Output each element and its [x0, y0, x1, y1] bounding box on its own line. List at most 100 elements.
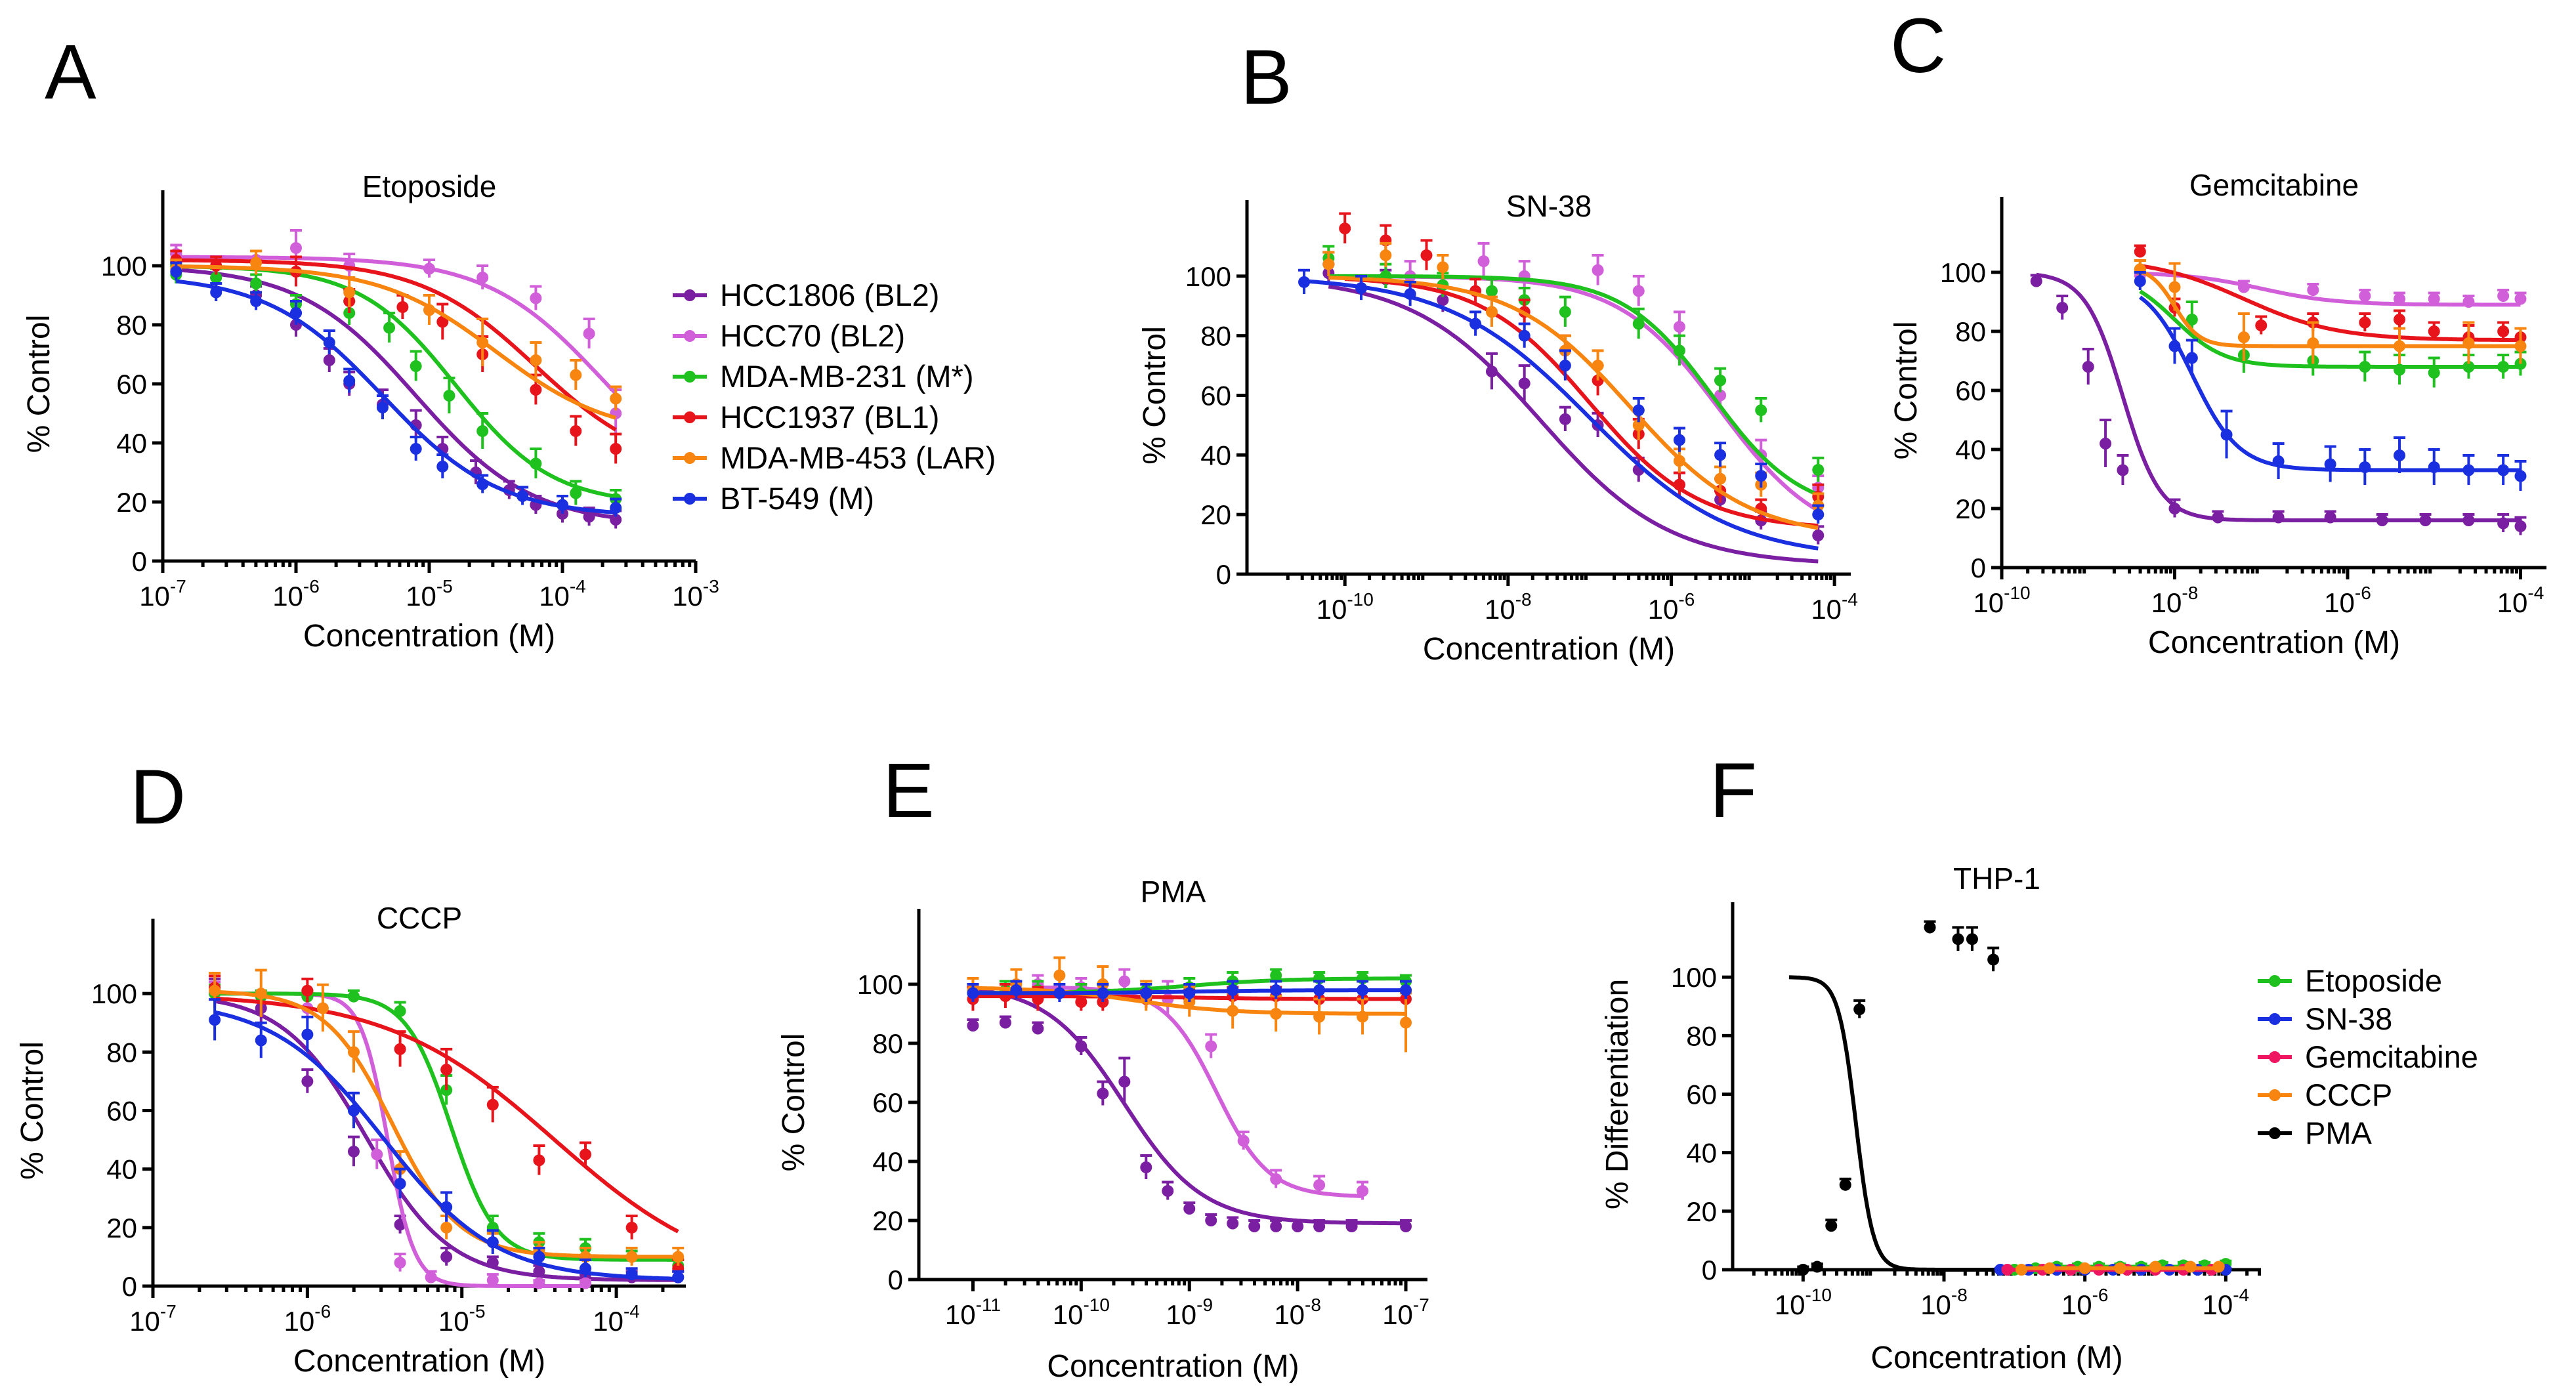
- data-point: [583, 511, 595, 523]
- data-point: [1518, 329, 1531, 342]
- y-tick-label: 100: [101, 251, 147, 281]
- x-tick-label: 10-8: [1274, 1295, 1321, 1330]
- data-point: [323, 354, 335, 366]
- data-point: [2307, 284, 2319, 296]
- data-point: [1437, 261, 1449, 274]
- data-point: [1075, 996, 1087, 1008]
- series-hcc1937-bl1: [170, 249, 622, 464]
- data-point: [210, 286, 222, 299]
- data-point: [2359, 361, 2371, 373]
- data-point: [2324, 458, 2336, 470]
- data-point: [170, 266, 182, 278]
- data-point: [1632, 404, 1645, 417]
- x-tick-label: 10-10: [1317, 589, 1374, 625]
- data-point: [250, 257, 263, 269]
- x-tick-label: 10-5: [406, 576, 453, 612]
- fit-curve: [2139, 269, 2521, 348]
- y-tick-label: 60: [106, 1096, 137, 1127]
- chart-title: CCCP: [377, 901, 462, 935]
- data-point: [1227, 1005, 1239, 1017]
- data-point: [376, 402, 389, 413]
- x-tick-label: 10-6: [284, 1301, 331, 1337]
- chart-title: SN-38: [1506, 189, 1592, 223]
- data-point: [2168, 281, 2181, 293]
- series-bt-549-m: [170, 261, 622, 517]
- data-point: [2255, 320, 2268, 331]
- data-point: [625, 1221, 638, 1234]
- data-point: [1400, 1220, 1412, 1232]
- data-point: [394, 1005, 406, 1017]
- data-point: [1053, 987, 1066, 999]
- data-point: [301, 1075, 314, 1087]
- data-point: [1420, 249, 1433, 262]
- data-point: [967, 1020, 979, 1032]
- data-point: [440, 1064, 453, 1076]
- data-point: [2394, 364, 2406, 376]
- data-point: [2044, 1262, 2056, 1274]
- data-point: [1140, 1161, 1152, 1173]
- data-point: [2134, 275, 2146, 287]
- data-point: [209, 1014, 221, 1026]
- data-point: [1162, 1185, 1174, 1197]
- data-point: [2514, 520, 2527, 532]
- data-point: [2514, 470, 2527, 482]
- x-tick-label: 10-7: [129, 1301, 177, 1337]
- y-axis-label: % Control: [22, 315, 56, 453]
- data-point: [1559, 306, 1571, 318]
- data-point: [1714, 374, 1727, 386]
- y-axis-label: % Control: [15, 1041, 50, 1180]
- data-point: [2149, 1261, 2161, 1273]
- data-point: [2307, 337, 2319, 349]
- data-point: [1485, 365, 1498, 378]
- data-point: [476, 337, 489, 348]
- fit-curve: [2139, 289, 2521, 369]
- series-hcc1806-bl2: [2030, 272, 2527, 535]
- data-point: [2324, 511, 2336, 524]
- data-point: [1400, 1016, 1412, 1029]
- data-point: [610, 514, 622, 526]
- data-point: [2001, 1264, 2014, 1276]
- y-tick-label: 0: [1971, 553, 1986, 583]
- data-point: [1032, 993, 1044, 1005]
- data-point: [486, 1274, 499, 1287]
- data-point: [2168, 503, 2181, 514]
- x-tick-label: 10-8: [2151, 583, 2199, 618]
- x-tick-label: 10-11: [945, 1295, 1001, 1330]
- legend-item: BT-549 (M): [673, 481, 874, 516]
- data-point: [394, 1177, 406, 1190]
- legend-marker: [684, 411, 696, 423]
- data-point: [1010, 984, 1023, 996]
- legend-label: PMA: [2305, 1116, 2373, 1150]
- fit-curve: [215, 991, 679, 1262]
- data-point: [533, 1154, 545, 1167]
- x-tick-label: 10-4: [1811, 589, 1858, 625]
- y-tick-label: 0: [122, 1271, 137, 1302]
- data-point: [486, 1236, 499, 1249]
- x-tick-label: 10-6: [272, 576, 320, 612]
- data-point: [2359, 290, 2371, 302]
- legend-label: Etoposide: [2305, 963, 2442, 998]
- data-point: [371, 1148, 383, 1161]
- data-point: [2212, 1261, 2225, 1273]
- fit-curve: [2140, 271, 2521, 307]
- x-tick-label: 10-6: [1648, 589, 1695, 625]
- legend-item: PMA: [2258, 1116, 2373, 1150]
- data-point: [1592, 360, 1604, 372]
- legend-item: HCC1806 (BL2): [673, 278, 939, 312]
- data-point: [1355, 282, 1368, 294]
- series-bt-549-m: [2134, 271, 2527, 491]
- data-point: [476, 272, 489, 283]
- legend-item: HCC1937 (BL1): [673, 400, 939, 434]
- data-point: [347, 1145, 360, 1157]
- data-point: [1853, 1003, 1866, 1016]
- data-point: [672, 1251, 685, 1263]
- legend-label: BT-549 (M): [720, 481, 874, 516]
- x-tick-label: 10-7: [1382, 1295, 1429, 1330]
- legend-item: Etoposide: [2258, 963, 2442, 998]
- data-point: [2359, 316, 2371, 329]
- legend-marker: [2269, 1127, 2281, 1139]
- data-point: [1313, 1220, 1326, 1232]
- data-point: [583, 327, 595, 340]
- y-tick-label: 40: [1955, 434, 1986, 465]
- panel-letter: A: [45, 29, 96, 115]
